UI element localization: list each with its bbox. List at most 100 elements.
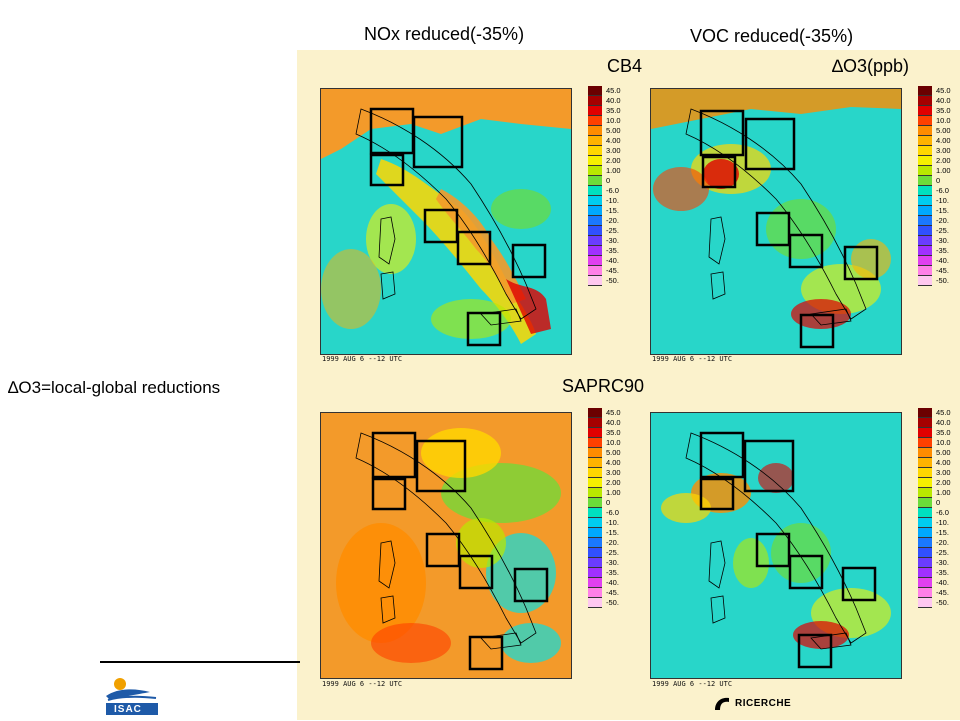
colorbar-cell — [588, 86, 602, 96]
colorbar-level: 1.00 — [936, 488, 951, 497]
colorbar-labels: 45.0 40.0 35.0 10.0 5.00 4.00 3.00 2.00 1.00 0 -6.… — [936, 408, 951, 608]
colorbar-cell — [588, 458, 602, 468]
colorbar-level: 5.00 — [936, 126, 951, 135]
colorbar-level: -25. — [936, 226, 949, 235]
colorbar-level: -50. — [606, 598, 619, 607]
colorbar-level: 10.0 — [936, 438, 951, 447]
isac-logo-text: ISAC — [114, 704, 142, 715]
colorbar-cell — [918, 408, 932, 418]
colorbar-level: 0 — [936, 498, 941, 507]
footer-rule — [100, 661, 300, 663]
colorbar-level: 3.00 — [606, 468, 621, 477]
map-saprc90-nox — [320, 412, 572, 679]
colorbar-cell — [918, 276, 932, 286]
colorbar-cell — [588, 528, 602, 538]
colorbar-level: -6.0 — [606, 186, 619, 195]
map-saprc90-voc — [650, 412, 902, 679]
colorbar-level: 1.00 — [606, 488, 621, 497]
colorbar-labels: 45.0 40.0 35.0 10.0 5.00 4.00 3.00 2.00 1.00 0 -6.… — [606, 86, 621, 286]
colorbar-level: -30. — [936, 236, 949, 245]
voc-header: VOC reduced(-35%) — [690, 26, 854, 46]
colorbar-cell — [918, 518, 932, 528]
colorbar-level: -20. — [606, 538, 619, 547]
colorbar-level: -30. — [936, 558, 949, 567]
colorbar-level: -20. — [606, 216, 619, 225]
colorbar-level: 5.00 — [606, 126, 621, 135]
colorbar-cell — [588, 266, 602, 276]
colorbar-cell — [918, 438, 932, 448]
colorbar-cell — [588, 186, 602, 196]
colorbar-level: -20. — [936, 216, 949, 225]
colorbar-cell — [588, 508, 602, 518]
colorbar-cell — [918, 126, 932, 136]
colorbar-level: 5.00 — [606, 448, 621, 457]
colorbar-level: 4.00 — [606, 458, 621, 467]
colorbar-cell — [588, 478, 602, 488]
colorbar-cell — [588, 246, 602, 256]
colorbar-level: 2.00 — [936, 478, 951, 487]
colorbar — [918, 408, 932, 608]
colorbar-cell — [588, 568, 602, 578]
colorbar-labels: 45.0 40.0 35.0 10.0 5.00 4.00 3.00 2.00 1.00 0 -6.… — [936, 86, 951, 286]
colorbar-level: 4.00 — [936, 458, 951, 467]
colorbar-level: -50. — [936, 598, 949, 607]
colorbar-cell — [588, 96, 602, 106]
map-date-label: 1999 AUG 6 --12 UTC — [322, 355, 403, 363]
colorbar-level: -10. — [936, 196, 949, 205]
colorbar-level: -25. — [606, 226, 619, 235]
colorbar-cell — [918, 498, 932, 508]
colorbar-level: 2.00 — [936, 156, 951, 165]
colorbar-level: 0 — [606, 176, 611, 185]
colorbar-cell — [588, 598, 602, 608]
colorbar-level: 45.0 — [606, 408, 621, 417]
colorbar-cell — [588, 146, 602, 156]
colorbar-cell — [588, 236, 602, 246]
colorbar-level: -45. — [606, 588, 619, 597]
colorbar-level: 3.00 — [936, 146, 951, 155]
colorbar-cell — [918, 538, 932, 548]
colorbar-level: -35. — [606, 568, 619, 577]
colorbar-cell — [588, 428, 602, 438]
colorbar-level: 10.0 — [606, 116, 621, 125]
colorbar-cell — [588, 498, 602, 508]
colorbar-cell — [918, 458, 932, 468]
colorbar-level: 40.0 — [606, 96, 621, 105]
map-date-label: 1999 AUG 6 --12 UTC — [652, 680, 733, 688]
map-date-label: 1999 AUG 6 --12 UTC — [322, 680, 403, 688]
colorbar-cell — [588, 488, 602, 498]
colorbar-cell — [588, 578, 602, 588]
colorbar-cell — [918, 116, 932, 126]
colorbar-cell — [918, 428, 932, 438]
delta-o3-note: ∆O3=local-global reductions — [8, 378, 221, 397]
colorbar-cell — [588, 408, 602, 418]
colorbar-cell — [588, 226, 602, 236]
colorbar-level: 35.0 — [606, 106, 621, 115]
colorbar-level: -35. — [936, 568, 949, 577]
colorbar-cell — [918, 568, 932, 578]
colorbar-level: -15. — [606, 528, 619, 537]
cnr-mark — [713, 696, 731, 712]
mechanism-label-saprc90: SAPRC90 — [562, 376, 645, 396]
colorbar-level: -30. — [606, 236, 619, 245]
colorbar-cell — [918, 468, 932, 478]
colorbar-cell — [918, 86, 932, 96]
colorbar-level: -45. — [606, 266, 619, 275]
colorbar-cell — [588, 166, 602, 176]
colorbar-level: -35. — [936, 246, 949, 255]
colorbar-cell — [918, 508, 932, 518]
colorbar-level: -6.0 — [936, 186, 949, 195]
colorbar-cell — [588, 176, 602, 186]
colorbar-level: 3.00 — [606, 146, 621, 155]
colorbar-cell — [918, 166, 932, 176]
colorbar-cell — [918, 146, 932, 156]
colorbar-cell — [588, 276, 602, 286]
colorbar-level: 0 — [606, 498, 611, 507]
colorbar-level: -10. — [936, 518, 949, 527]
colorbar — [588, 86, 602, 286]
colorbar-level: 45.0 — [936, 408, 951, 417]
colorbar-cell — [918, 186, 932, 196]
colorbar-level: -20. — [936, 538, 949, 547]
colorbar-level: 3.00 — [936, 468, 951, 477]
mechanism-label-cb4: CB4 — [607, 56, 643, 76]
colorbar-cell — [588, 216, 602, 226]
